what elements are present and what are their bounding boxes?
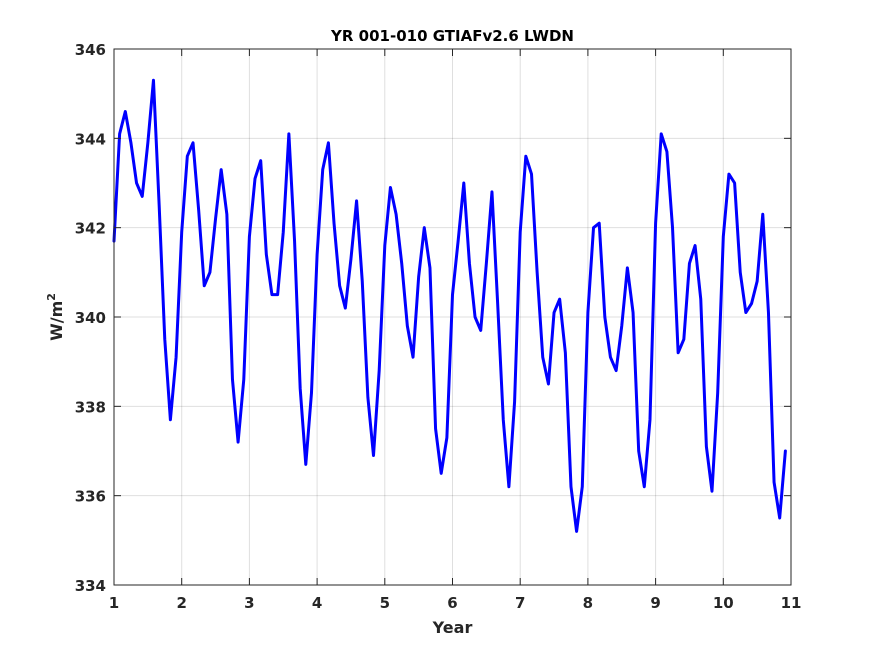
- y-tick-label: 336: [75, 488, 106, 506]
- x-tick-label: 6: [447, 594, 457, 612]
- x-tick-label: 7: [515, 594, 525, 612]
- x-axis-label: Year: [432, 618, 473, 637]
- x-tick-label: 4: [312, 594, 322, 612]
- x-tick-label: 11: [781, 594, 802, 612]
- y-tick-label: 338: [75, 398, 106, 416]
- x-tick-label: 3: [244, 594, 254, 612]
- y-axis-label-base: W/m: [47, 301, 66, 341]
- y-axis-label: W/m2: [45, 293, 66, 341]
- tick-marks: [113, 48, 792, 586]
- y-tick-label: 342: [75, 220, 106, 238]
- x-tick-label: 1: [109, 594, 119, 612]
- x-tick-label: 8: [583, 594, 593, 612]
- x-tick-labels: 1 2 3 4 5 6 7 8 9 10 11: [109, 594, 802, 612]
- y-tick-labels: 334 336 338 340 342 344 346: [75, 41, 106, 595]
- series-layer: [112, 78, 787, 533]
- y-tick-label: 344: [75, 130, 106, 148]
- y-tick-label: 334: [75, 577, 106, 595]
- y-axis-label-exponent: 2: [45, 293, 58, 301]
- series-line-0: [112, 78, 787, 533]
- y-tick-label: 346: [75, 41, 106, 59]
- x-tick-label: 10: [713, 594, 734, 612]
- x-tick-label: 5: [380, 594, 390, 612]
- y-tick-label: 340: [75, 309, 106, 327]
- x-tick-label: 2: [176, 594, 186, 612]
- x-tick-label: 9: [650, 594, 660, 612]
- chart-title: YR 001-010 GTIAFv2.6 LWDN: [330, 27, 574, 45]
